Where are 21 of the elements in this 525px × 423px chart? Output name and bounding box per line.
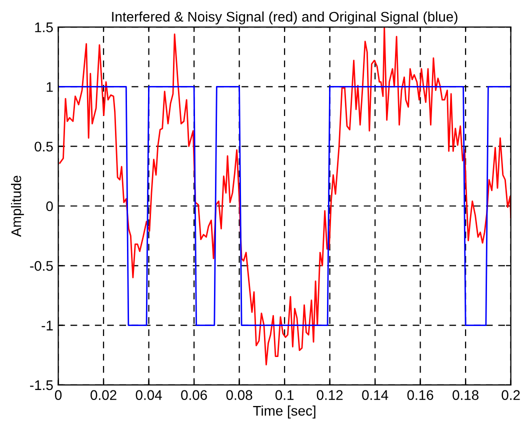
x-tick-label: 0.16: [407, 390, 434, 400]
x-tick-label: 0.2: [502, 390, 520, 400]
x-tick-label: 0.08: [226, 390, 252, 400]
x-axis-title: Time [sec]: [253, 406, 316, 418]
x-tick-label: 0.1: [275, 390, 294, 400]
x-tick-label: 0.18: [452, 390, 478, 400]
x-tick-label: 0.12: [316, 390, 343, 400]
y-tick-label: 0.5: [34, 142, 53, 152]
y-tick-label: -1.5: [30, 380, 53, 390]
x-tick-label: 0.06: [181, 390, 207, 400]
y-tick-label: -0.5: [30, 260, 53, 271]
y-tick-label: 1.5: [35, 22, 53, 32]
x-tick-label: 0: [54, 390, 62, 400]
y-tick-label: 1: [46, 82, 53, 92]
x-tick-label: 0.04: [136, 390, 162, 400]
chart-title: Interfered & Noisy Signal (red) and Original Signal (blue): [112, 11, 458, 24]
y-tick-label: 0: [46, 201, 53, 212]
x-tick-label: 0.14: [362, 390, 388, 400]
x-tick-label: 0.02: [90, 390, 116, 400]
y-tick-label: -1: [42, 320, 53, 330]
y-axis-title: Amplitude: [10, 176, 24, 237]
